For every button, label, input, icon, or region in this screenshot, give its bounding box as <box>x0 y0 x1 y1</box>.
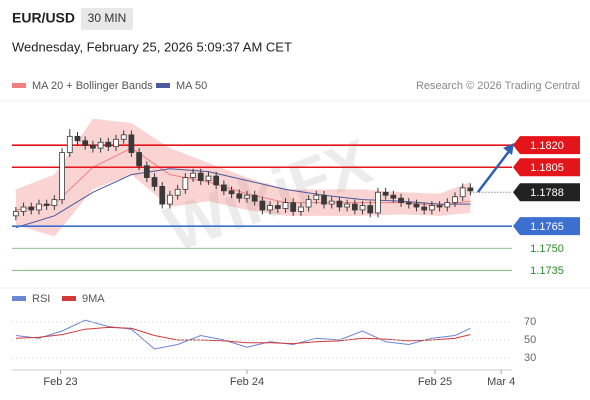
candle-body <box>236 193 243 199</box>
candle-body <box>97 141 104 149</box>
candle-body <box>382 191 389 196</box>
candle-body <box>344 203 350 208</box>
legend-label: RSI <box>32 293 50 305</box>
level-label: 1.1788 <box>530 187 564 199</box>
timeframe-box[interactable] <box>81 8 133 30</box>
candle-body <box>151 177 158 187</box>
level-label: 1.1735 <box>530 265 564 277</box>
candle-body <box>390 194 397 199</box>
candle-body <box>66 135 73 153</box>
candle-body <box>336 200 343 208</box>
level-label: 1.1820 <box>530 140 564 152</box>
rsi-line <box>15 326 471 345</box>
candle-body <box>174 188 181 196</box>
candle-body <box>136 152 142 167</box>
candle-body <box>205 175 212 181</box>
candle-body <box>90 144 96 149</box>
level-tag <box>513 217 580 236</box>
forecast-arrowhead <box>503 143 514 155</box>
level-label: 1.1750 <box>530 243 564 255</box>
rsi-tick-label: 30 <box>524 352 536 364</box>
level-tag <box>513 136 580 155</box>
legend-swatch <box>62 296 76 301</box>
candle-body <box>251 194 258 202</box>
candle-body <box>398 197 404 203</box>
candle-body <box>59 152 65 201</box>
candle-body <box>197 172 204 181</box>
legend-swatch <box>12 296 26 301</box>
rsi-tick-label: 70 <box>524 316 536 328</box>
x-tick-label: Feb 24 <box>230 376 264 388</box>
candle-body <box>82 140 89 146</box>
candle-body <box>182 177 189 190</box>
legend-label: MA 20 + Bollinger Bands <box>32 80 153 92</box>
candle-body <box>429 205 435 211</box>
candle-body <box>128 134 135 153</box>
candle-body <box>105 141 112 148</box>
candle-body <box>436 205 443 208</box>
date: Wednesday, February 25, 2026 5:09:37 AM … <box>12 39 292 54</box>
symbol: EUR/USD <box>12 10 75 26</box>
candle-body <box>351 203 358 211</box>
candle-body <box>36 203 42 211</box>
candle-body <box>274 205 281 209</box>
x-tick-label: Feb 23 <box>43 376 77 388</box>
candle-body <box>259 200 266 211</box>
x-tick-label: Feb 25 <box>418 376 452 388</box>
candle-body <box>290 202 297 212</box>
legend-swatch <box>156 83 170 88</box>
candle-body <box>228 190 235 195</box>
candle-body <box>12 211 19 217</box>
candle-body <box>213 175 220 186</box>
candle-body <box>167 194 173 205</box>
candle-body <box>20 206 27 212</box>
candle-body <box>321 194 327 205</box>
level-label: 1.1805 <box>530 162 564 174</box>
candle-body <box>328 200 335 205</box>
candle-body <box>467 187 474 192</box>
candle-body <box>405 202 412 205</box>
rsi-tick-label: 50 <box>524 334 536 346</box>
copyright: Research © 2026 Trading Central <box>416 80 580 92</box>
x-tick-label: Mar 4 <box>487 376 515 388</box>
candle-body <box>190 172 196 178</box>
candle-body <box>452 196 458 203</box>
timeframe[interactable]: 30 MIN <box>88 11 127 25</box>
level-tag <box>513 158 580 177</box>
level-tag <box>513 183 580 202</box>
forecast-arrow <box>477 149 511 193</box>
candle-body <box>413 203 420 208</box>
candle-body <box>120 134 127 140</box>
candle-body <box>367 205 374 214</box>
candle-body <box>359 205 366 211</box>
candle-body <box>305 199 312 208</box>
candle-body <box>113 138 119 148</box>
candle-body <box>51 199 58 206</box>
candle-body <box>43 203 50 206</box>
candle-body <box>282 202 289 209</box>
candle-body <box>244 194 250 199</box>
candle-body <box>74 135 81 142</box>
candle-body <box>313 194 320 201</box>
legend-label: MA 50 <box>176 80 207 92</box>
candle-body <box>444 202 451 208</box>
candle-body <box>421 206 428 211</box>
legend-label: 9MA <box>82 293 105 305</box>
candle-body <box>267 205 273 211</box>
candle-body <box>28 206 35 211</box>
candle-body <box>459 187 466 198</box>
level-label: 1.1765 <box>530 221 564 233</box>
legend-swatch <box>12 83 26 88</box>
candle-body <box>298 206 304 212</box>
candle-body <box>220 184 227 192</box>
candle-body <box>159 186 166 205</box>
candle-body <box>143 165 150 178</box>
candle-body <box>375 191 381 214</box>
